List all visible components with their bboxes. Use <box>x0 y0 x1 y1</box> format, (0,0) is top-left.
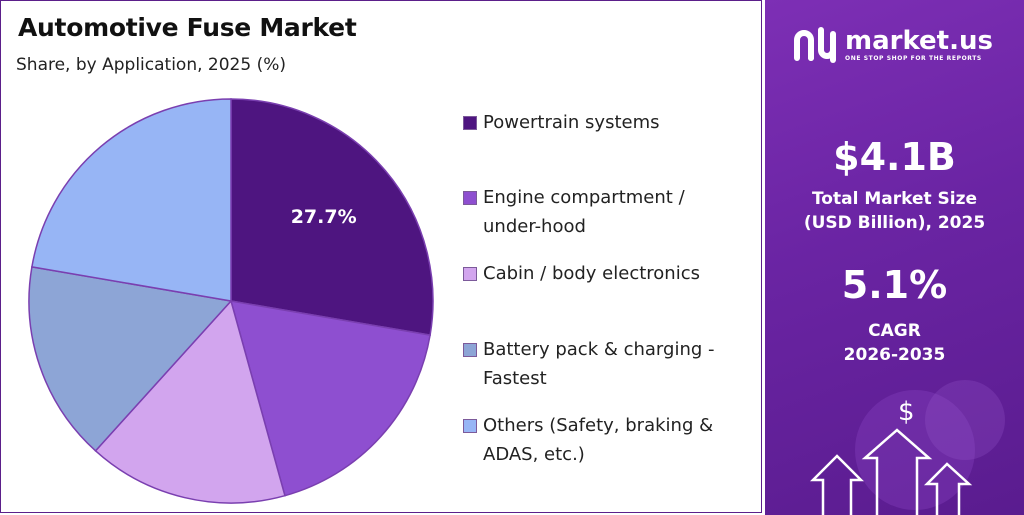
pie-slice-1 <box>230 98 434 336</box>
legend-item-engine-compartment: Engine compartment / under-hood <box>463 183 743 241</box>
legend-swatch <box>463 116 477 130</box>
pie-slice-label: 27.7% <box>291 206 357 228</box>
legend-label: Engine compartment / under-hood <box>483 187 685 237</box>
legend-label: Battery pack & charging - Fastest <box>483 339 715 389</box>
legend-swatch <box>463 191 477 205</box>
summary-panel: market.us ONE STOP SHOP FOR THE REPORTS … <box>765 0 1024 515</box>
cagr-value: 5.1% <box>841 263 948 307</box>
legend-swatch <box>463 343 477 357</box>
chart-title: Automotive Fuse Market <box>18 13 357 42</box>
pie-chart: 27.7% <box>28 98 434 504</box>
chart-panel: Automotive Fuse Market Share, by Applica… <box>0 0 762 513</box>
cagr-label-line2: 2026-2035 <box>843 345 946 365</box>
brand-tagline: ONE STOP SHOP FOR THE REPORTS <box>845 54 982 62</box>
legend-item-others: Others (Safety, braking & ADAS, etc.) <box>463 411 743 469</box>
pie-slice-5 <box>31 98 232 302</box>
legend-swatch <box>463 419 477 433</box>
growth-arrows-decoration: $ <box>809 380 1005 515</box>
legend-item-powertrain: Powertrain systems <box>463 108 743 137</box>
market-us-logo-icon <box>794 27 836 63</box>
pie-slice-2 <box>229 300 431 497</box>
market-size-label-line2: (USD Billion), 2025 <box>803 213 986 233</box>
market-size-value: $4.1B <box>833 135 956 179</box>
legend-label: Others (Safety, braking & ADAS, etc.) <box>483 415 714 465</box>
cagr-label-line1: CAGR <box>868 321 921 341</box>
legend-item-cabin-body: Cabin / body electronics <box>463 259 743 288</box>
brand-name: market.us <box>845 25 993 56</box>
legend-label: Powertrain systems <box>483 112 660 133</box>
dollar-sign-icon: $ <box>898 397 915 427</box>
legend-label: Cabin / body electronics <box>483 263 700 284</box>
chart-subtitle: Share, by Application, 2025 (%) <box>16 55 286 75</box>
pie-slice-4 <box>28 266 233 452</box>
market-size-label-line1: Total Market Size <box>811 189 978 209</box>
legend-swatch <box>463 267 477 281</box>
legend-item-battery-pack: Battery pack & charging - Fastest <box>463 335 743 393</box>
pie-slice-3 <box>94 299 286 504</box>
up-arrows-icon <box>809 428 973 515</box>
brand-logo: market.us ONE STOP SHOP FOR THE REPORTS <box>793 24 993 64</box>
